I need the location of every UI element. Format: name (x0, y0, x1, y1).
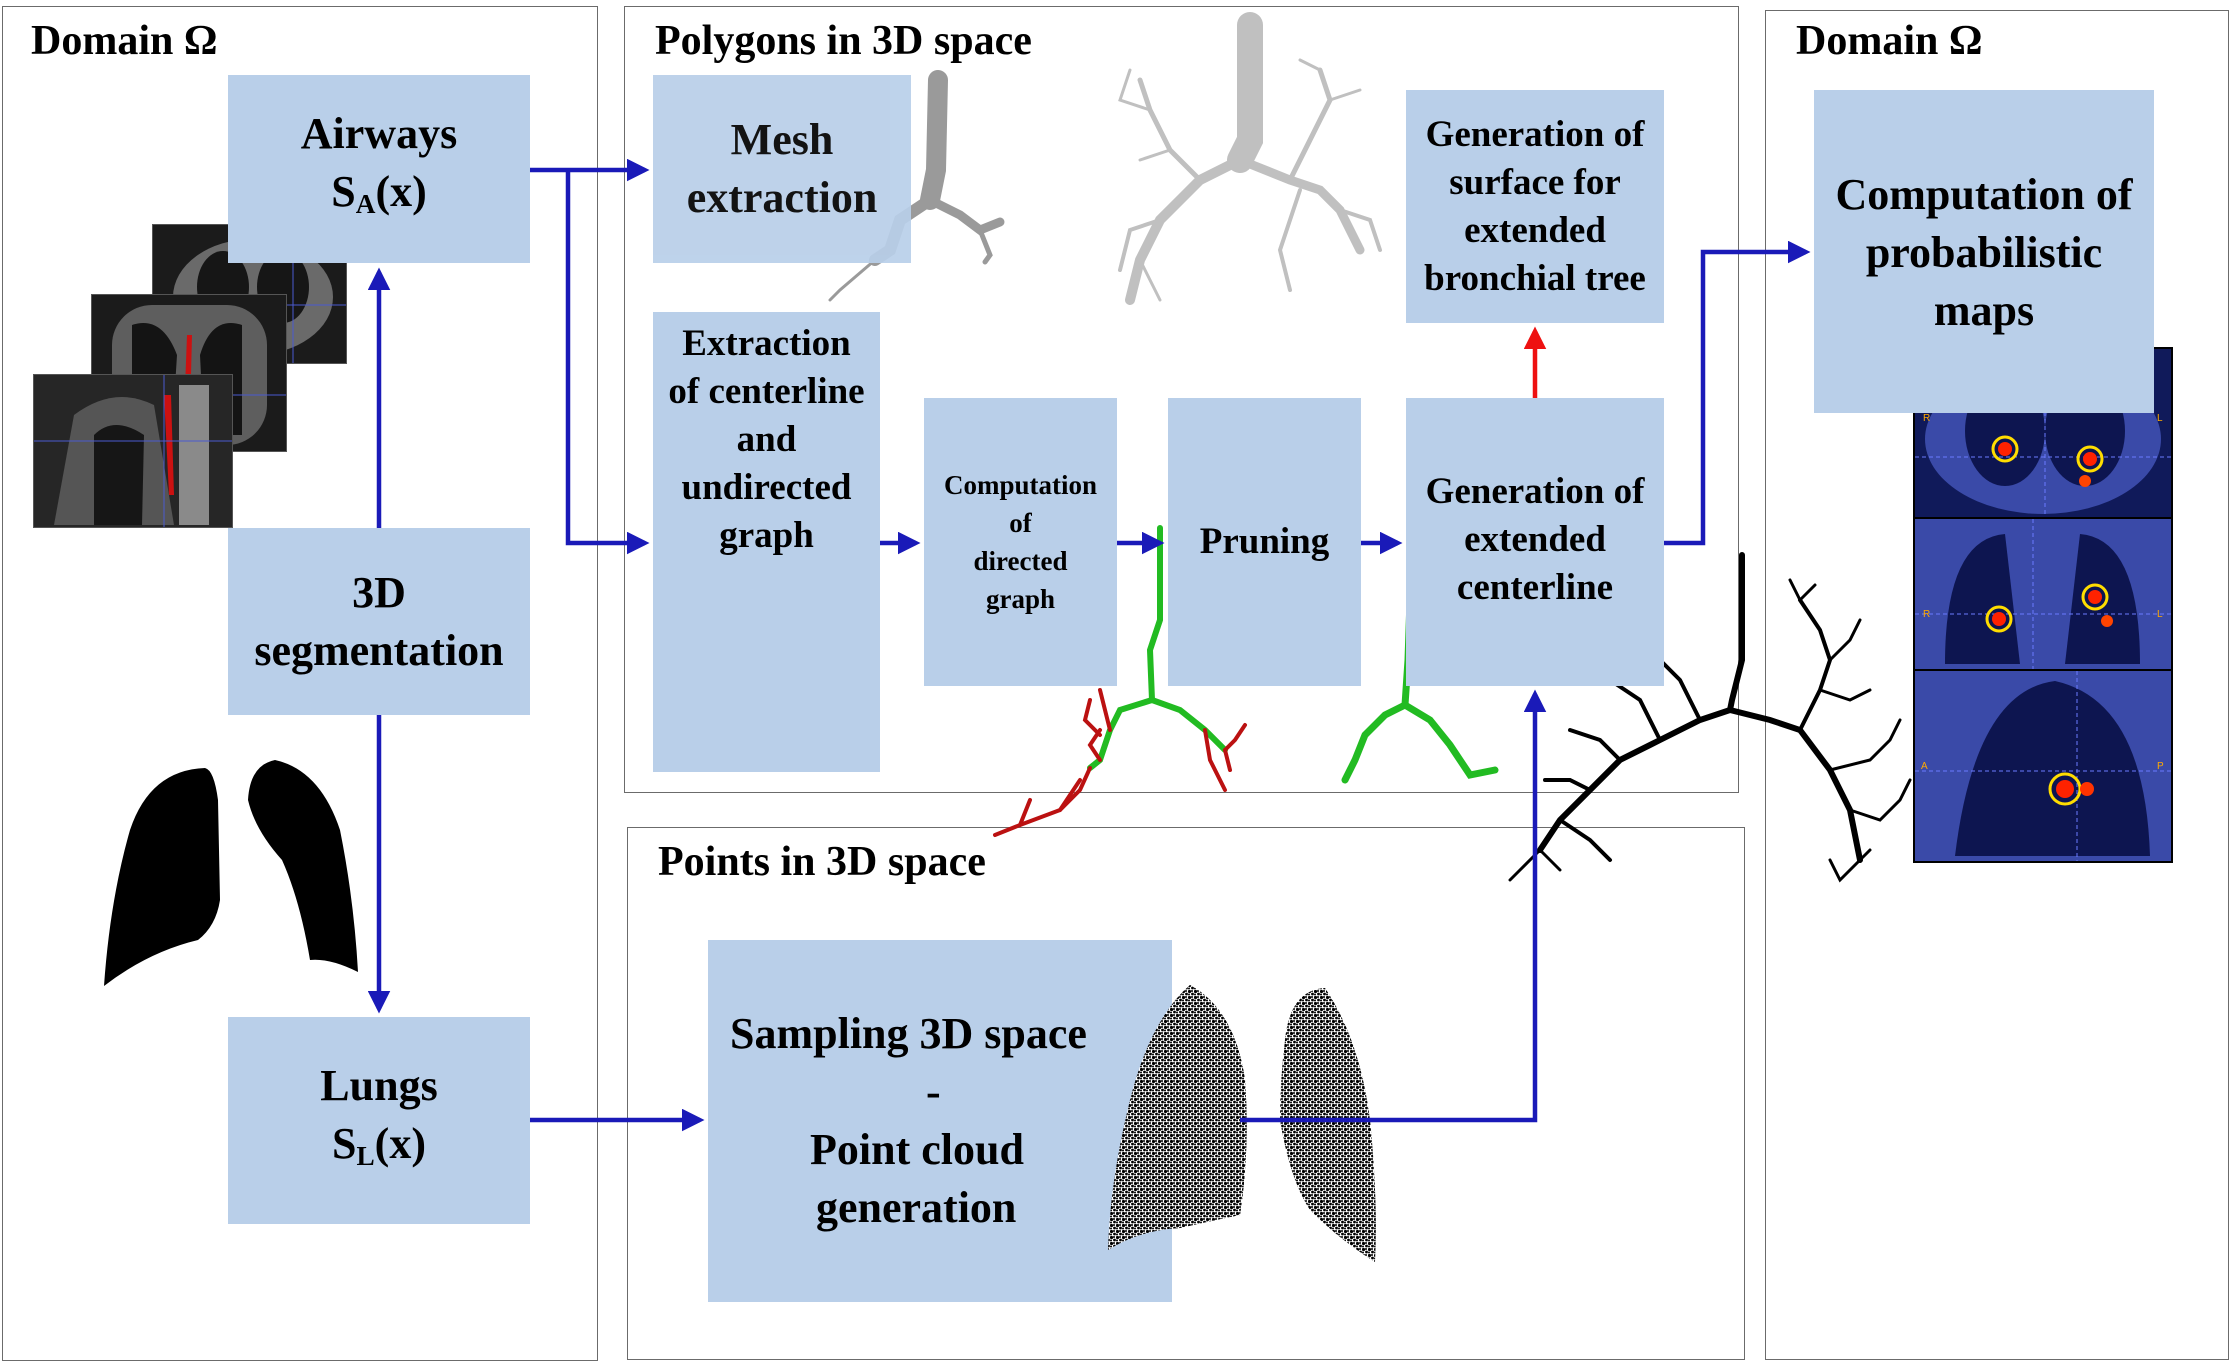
probabilistic-maps-box: Computation of probabilistic maps (1814, 90, 2154, 413)
centerline-label-line1: Extraction (682, 323, 851, 364)
right-panel-title: Domain Ω (1796, 18, 1983, 64)
segmentation-box: 3D segmentation (228, 528, 530, 715)
segmentation-label-line2: segmentation (254, 625, 504, 675)
surface-label-line3: extended (1464, 209, 1606, 251)
heatmap-sagittal-label-right: P (2157, 761, 2164, 772)
probabilistic-label-line2: probabilistic (1865, 228, 2103, 277)
pruning-label: Pruning (1199, 521, 1330, 562)
centerline-label-line5: graph (719, 515, 814, 556)
surface-label-line4: bronchial tree (1424, 257, 1646, 299)
lungs-symbol: SL(x) (332, 1118, 426, 1171)
heatmap-axial-label-right: L (2157, 413, 2163, 424)
segmentation-label-line1: 3D (352, 567, 406, 617)
extended-bronchial-tree-image (1508, 552, 1912, 883)
polygons-panel-title: Polygons in 3D space (655, 18, 1032, 64)
heatmap-coronal-label-left: R (1923, 609, 1930, 620)
extended-centerline-label-line1: Generation of (1425, 471, 1645, 512)
centerline-label-line3: and (736, 419, 797, 460)
directed-label-line2: of (1009, 508, 1032, 538)
ct-scan-image-front (33, 374, 233, 528)
probabilistic-label-line1: Computation of (1835, 170, 2133, 219)
directed-label-line3: directed (973, 546, 1068, 576)
airways-label: Airways (300, 109, 458, 159)
lungs-label: Lungs (320, 1060, 438, 1110)
mesh-extraction-box: Mesh extraction (653, 75, 911, 263)
surface-label-line2: surface for (1449, 161, 1621, 203)
sampling-label-line4: generation (816, 1183, 1017, 1232)
airways-symbol: SA(x) (331, 167, 427, 219)
heatmap-sagittal-image: A P (1913, 669, 2173, 863)
bronchial-tree-surface-image (1118, 12, 1382, 305)
mesh-label-line1: Mesh (730, 115, 834, 164)
extended-centerline-box: Generation of extended centerline (1406, 398, 1664, 686)
directed-label-line4: graph (985, 584, 1056, 614)
lungs-box: Lungs SL(x) (228, 1017, 530, 1224)
heatmap-sagittal-label-left: A (1921, 761, 1928, 772)
sampling-label-line2: - (926, 1067, 941, 1116)
lung-silhouette-image (104, 760, 358, 986)
sampling-label-line3: Point cloud (810, 1125, 1024, 1174)
centerline-label-line2: of centerline (668, 371, 865, 412)
extended-centerline-label-line2: extended (1464, 519, 1606, 560)
centerline-label-line4: undirected (681, 467, 852, 508)
points-panel-title: Points in 3D space (658, 839, 986, 885)
directed-graph-image (993, 525, 1247, 837)
surface-generation-box: Generation of surface for extended bronc… (1406, 90, 1664, 323)
probabilistic-label-line3: maps (1933, 286, 2035, 335)
centerline-extraction-box: Extraction of centerline and undirected … (653, 312, 880, 772)
heatmap-axial-label-left: R (1923, 413, 1930, 424)
pruning-box: Pruning (1168, 398, 1361, 686)
directed-label-line1: Computation (943, 470, 1098, 500)
sampling-label-line1: Sampling 3D space (730, 1009, 1087, 1058)
directed-graph-box: Computation of directed graph (924, 398, 1117, 686)
left-panel-title: Domain Ω (31, 18, 218, 64)
surface-label-line1: Generation of (1425, 113, 1645, 155)
heatmap-coronal-label-right: L (2157, 609, 2163, 620)
sampling-box: Sampling 3D space - Point cloud generati… (708, 940, 1172, 1302)
heatmap-coronal-image: R L (1913, 517, 2173, 671)
airways-box: Airways SA(x) (228, 75, 530, 263)
extended-centerline-label-line3: centerline (1456, 567, 1614, 608)
mesh-label-line2: extraction (686, 173, 878, 222)
